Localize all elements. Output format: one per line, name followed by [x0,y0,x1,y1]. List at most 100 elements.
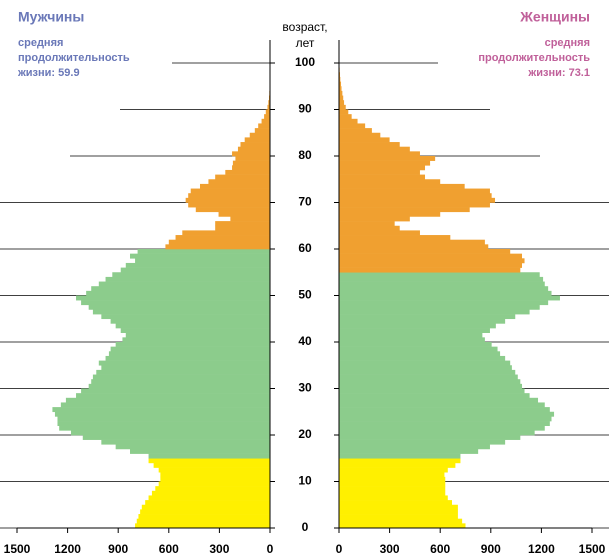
bar [208,179,270,185]
bar [60,402,270,408]
bar [339,421,550,426]
x-tick-label: 0 [267,542,274,556]
bar [339,448,479,454]
bar [158,467,270,473]
bar [339,472,445,478]
bar [218,211,270,217]
bar [101,365,270,371]
bar [130,253,270,259]
bar [101,314,270,320]
bar [339,132,381,138]
bar [339,197,496,203]
bar [339,393,530,399]
bar [339,239,485,245]
y-tick-label: 50 [298,288,312,302]
bar [339,504,458,510]
life-expectancy-note: жизни: 59.9 [17,67,80,79]
bar [105,276,270,282]
bar [110,318,270,324]
bar [112,272,271,278]
bar [125,332,270,338]
bar [339,407,550,413]
bar [339,281,545,287]
bar [249,132,270,138]
bar [339,76,341,82]
bar [339,388,525,394]
x-tick-label: 600 [430,542,450,556]
bar [254,128,270,134]
bar [125,262,270,268]
bar [215,225,270,231]
bar [339,188,490,194]
bar [230,216,270,222]
bar [339,476,446,482]
bar [339,309,530,315]
bar [91,286,270,292]
bar [88,383,270,389]
x-tick-label: 300 [380,542,400,556]
bar [65,397,270,403]
bar [339,225,400,231]
bar [339,342,492,347]
bar [268,95,270,101]
bar [339,72,341,78]
life-expectancy-note: жизни: 73.1 [527,67,590,79]
life-expectancy-note: продолжительность [18,52,130,64]
bar [339,244,489,250]
bar [81,300,271,306]
bar [339,365,512,371]
bar [267,104,270,110]
bar [96,369,270,375]
bar [52,407,270,413]
bar [339,300,549,306]
bar [339,430,535,436]
bar [339,402,545,408]
x-tick-label: 1200 [54,542,81,556]
bar [339,183,465,189]
bar [115,342,270,347]
bar [339,462,456,468]
bar [339,486,446,492]
bar [339,518,463,524]
bar [339,142,400,147]
series-name: Мужчины [18,9,84,25]
x-tick-label: 300 [209,542,229,556]
bar [339,397,539,403]
bar [57,421,271,426]
bar [339,500,453,506]
bar [120,328,270,333]
bar [339,490,446,496]
bar [81,388,271,394]
bar [339,86,342,92]
bar [339,514,458,519]
bar [92,374,271,380]
bar [225,169,270,175]
bar [91,379,270,385]
bar [168,239,270,245]
bar [110,346,270,352]
bar [339,235,451,240]
bar [339,216,410,222]
bar [265,109,270,115]
bar [232,151,270,157]
bar [235,156,270,161]
bar [339,137,390,143]
bar [59,425,270,431]
bar [136,518,270,524]
x-tick-label: 600 [159,542,179,556]
bar [98,281,270,287]
bar [339,95,344,101]
bar [122,337,271,343]
bar [339,314,516,320]
bar [145,500,270,506]
y-tick-label: 40 [298,334,312,348]
bar [339,379,521,385]
y-tick-label: 70 [298,195,312,209]
bar [339,109,349,115]
bar [339,369,516,375]
x-tick-label: 900 [108,542,128,556]
bar [215,174,270,180]
bar [268,100,270,106]
bar [339,156,436,161]
bar [339,416,552,422]
